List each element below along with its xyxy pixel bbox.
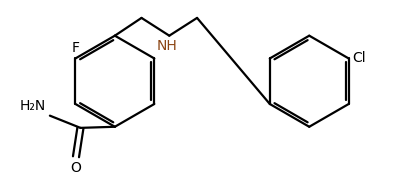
Text: H₂N: H₂N	[20, 99, 46, 113]
Text: Cl: Cl	[352, 52, 366, 65]
Text: F: F	[71, 41, 79, 55]
Text: O: O	[71, 161, 81, 175]
Text: NH: NH	[156, 39, 177, 53]
